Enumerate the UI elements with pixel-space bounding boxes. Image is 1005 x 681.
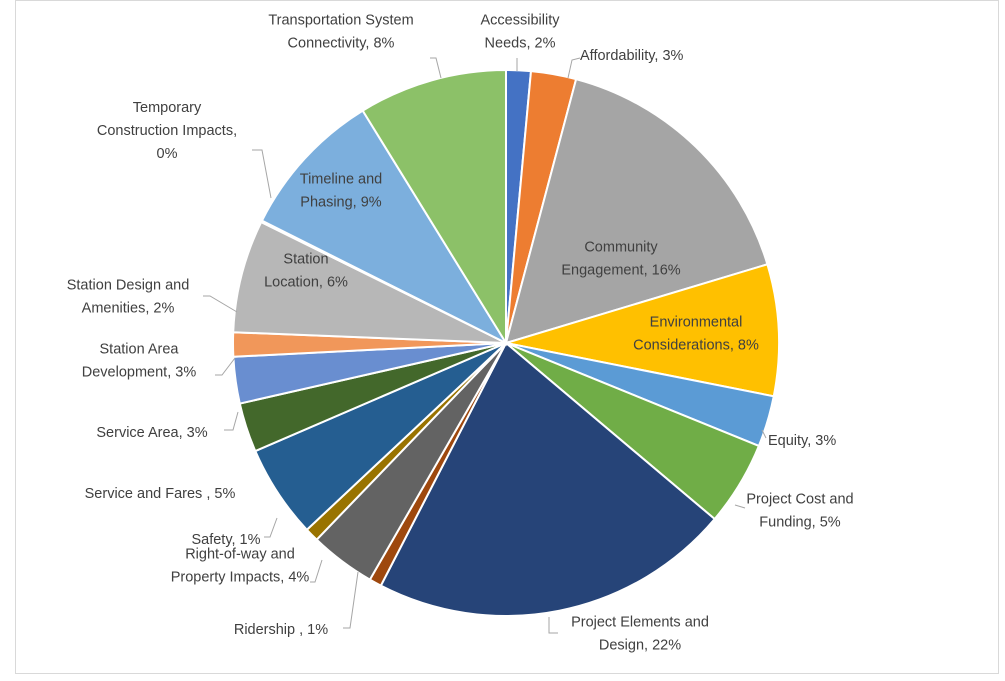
data-label-service-area: Service Area, 3%	[96, 425, 207, 441]
leader-line	[761, 429, 767, 439]
data-label-safety: Safety, 1%	[191, 532, 260, 548]
leader-line	[567, 57, 581, 79]
data-label-affordability: Affordability, 3%	[580, 48, 684, 64]
data-label-ridership: Ridership , 1%	[234, 622, 328, 638]
data-label-community-engagement: Community Engagement, 16%	[561, 240, 680, 279]
data-labels: Accessibility Needs, 2% Affordability, 3% C…	[67, 13, 854, 654]
pie-slice-project-elements-and-design	[379, 341, 717, 617]
leader-line	[215, 357, 236, 376]
data-label-equity: Equity, 3%	[768, 433, 836, 449]
leader-line	[264, 517, 278, 538]
leader-line	[343, 571, 359, 629]
data-label-right-of-way-and-property-impacts: Right-of-way and Property Impacts, 4%	[171, 547, 310, 586]
leader-line	[224, 411, 239, 431]
pie-slice-transportation-system-connectivity	[361, 68, 507, 347]
data-label-service-and-fares: Service and Fares , 5%	[85, 486, 236, 502]
leader-line	[252, 149, 272, 199]
data-label-timeline-and-phasing: Timeline and Phasing, 9%	[300, 172, 382, 211]
data-label-station-location: Station Location, 6%	[264, 252, 348, 291]
leader-line	[203, 295, 238, 313]
pie-slice-community-engagement	[504, 77, 769, 345]
pie-slice-station-location	[232, 220, 507, 344]
leader-line	[734, 504, 746, 509]
pie-slice-timeline-and-phasing	[260, 109, 509, 346]
data-label-project-cost-and-funding: Project Cost and Funding, 5%	[746, 492, 853, 531]
data-label-station-design-and-amenities: Station Design and Amenities, 2%	[67, 278, 190, 317]
data-label-environmental-considerations: Environmental Considerations, 8%	[633, 315, 759, 354]
data-label-station-area-development: Station Area Development, 3%	[82, 342, 197, 381]
leader-line	[430, 57, 442, 79]
pie-slice-environmental-considerations	[505, 263, 781, 398]
data-label-accessibility-needs: Accessibility Needs, 2%	[481, 13, 561, 52]
data-label-transportation-system-connectivity: Transportation System Connectivity, 8%	[268, 13, 413, 52]
pie-slices	[232, 68, 781, 617]
data-label-temporary-construction-impacts: Temporary Construction Impacts, 0%	[97, 100, 237, 162]
leader-line	[548, 617, 558, 634]
data-label-project-elements-and-design: Project Elements and Design, 22%	[571, 615, 709, 654]
leader-line	[310, 559, 323, 583]
